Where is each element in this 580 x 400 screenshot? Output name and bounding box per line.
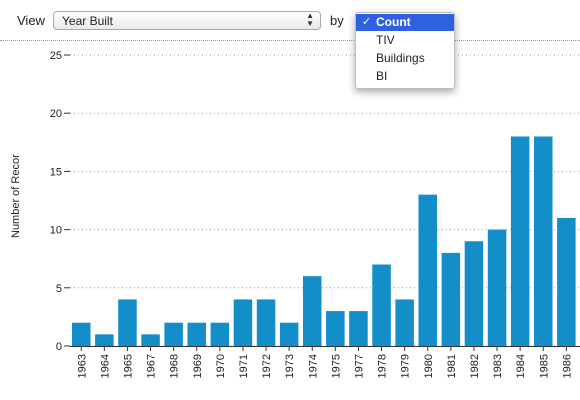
x-tick-label: 1982 — [469, 354, 481, 378]
bar-1979[interactable] — [395, 299, 414, 346]
x-tick-label: 1979 — [400, 354, 412, 378]
bar-1975[interactable] — [326, 311, 345, 346]
y-tick-label: 15 — [50, 166, 62, 178]
view-select-value: Year Built — [62, 14, 113, 28]
x-tick-label: 1963 — [76, 354, 88, 378]
menu-item-bi[interactable]: BI — [356, 68, 454, 85]
bar-1974[interactable] — [303, 276, 322, 346]
measure-dropdown-menu[interactable]: ✓ Count TIV Buildings BI — [355, 12, 455, 89]
x-tick-label: 1986 — [561, 354, 573, 378]
bar-1973[interactable] — [279, 322, 299, 346]
menu-item-label: BI — [376, 69, 388, 83]
bar-1981[interactable] — [441, 252, 461, 346]
x-tick-label: 1969 — [192, 354, 204, 378]
bar-1986[interactable] — [557, 217, 576, 346]
toolbar: View Year Built ▲ ▼ by — [0, 0, 580, 41]
x-tick-label: 1970 — [215, 354, 227, 378]
bar-1963[interactable] — [72, 322, 91, 346]
x-tick-label: 1967 — [146, 354, 158, 378]
x-tick-label: 1971 — [238, 354, 250, 378]
menu-item-label: TIV — [376, 33, 395, 47]
x-tick-label: 1968 — [169, 354, 181, 378]
x-tick-label: 1978 — [377, 354, 389, 378]
bar-1972[interactable] — [256, 299, 276, 346]
bar-1980[interactable] — [418, 194, 438, 346]
y-tick-label: 20 — [50, 108, 62, 120]
x-tick-label: 1974 — [307, 354, 319, 378]
bar-1967[interactable] — [141, 334, 160, 346]
y-tick-label: 0 — [56, 341, 62, 353]
x-tick-label: 1973 — [284, 354, 296, 378]
x-tick-label: 1981 — [446, 354, 458, 378]
x-tick-label: 1964 — [99, 354, 111, 378]
bar-chart: 0 5 10 15 20 25 1963 1964 1965 1967 1968 1969 1970 19… — [50, 50, 580, 378]
y-tick-label: 5 — [56, 283, 62, 295]
x-tick-label: 1985 — [538, 354, 550, 378]
bar-1982[interactable] — [464, 241, 484, 346]
bar-1984[interactable] — [510, 136, 530, 346]
x-tick-label: 1975 — [330, 354, 342, 378]
x-tick-label: 1977 — [353, 354, 365, 378]
menu-item-count[interactable]: ✓ Count — [356, 14, 454, 31]
x-tick-label: 1984 — [515, 354, 527, 378]
menu-item-tiv[interactable]: TIV — [356, 32, 454, 49]
checkmark-icon: ✓ — [362, 16, 372, 28]
bar-1964[interactable] — [95, 334, 114, 346]
toolbar-divider — [0, 40, 580, 41]
x-tick-label: 1983 — [492, 354, 504, 378]
menu-item-buildings[interactable]: Buildings — [356, 50, 454, 67]
by-label: by — [330, 13, 344, 28]
bar-1969[interactable] — [187, 322, 207, 346]
y-tick-label: 10 — [50, 225, 62, 237]
bar-1977[interactable] — [349, 311, 368, 346]
view-label: View — [17, 13, 45, 28]
select-arrows-icon: ▲ ▼ — [306, 11, 314, 28]
bar-1983[interactable] — [487, 229, 507, 346]
view-select[interactable]: Year Built ▲ ▼ — [53, 11, 321, 30]
x-tick-label: 1965 — [122, 354, 134, 378]
x-tick-label: 1980 — [423, 354, 435, 378]
bar-1971[interactable] — [233, 299, 253, 346]
bar-1985[interactable] — [534, 136, 553, 346]
bar-1970[interactable] — [210, 322, 230, 346]
menu-item-label: Buildings — [376, 51, 425, 65]
x-tick-label: 1972 — [261, 354, 273, 378]
bar-1968[interactable] — [164, 322, 183, 346]
bar-1978[interactable] — [372, 264, 391, 346]
menu-item-label: Count — [376, 15, 411, 29]
bar-1965[interactable] — [118, 299, 137, 346]
y-tick-label: 25 — [50, 50, 62, 62]
